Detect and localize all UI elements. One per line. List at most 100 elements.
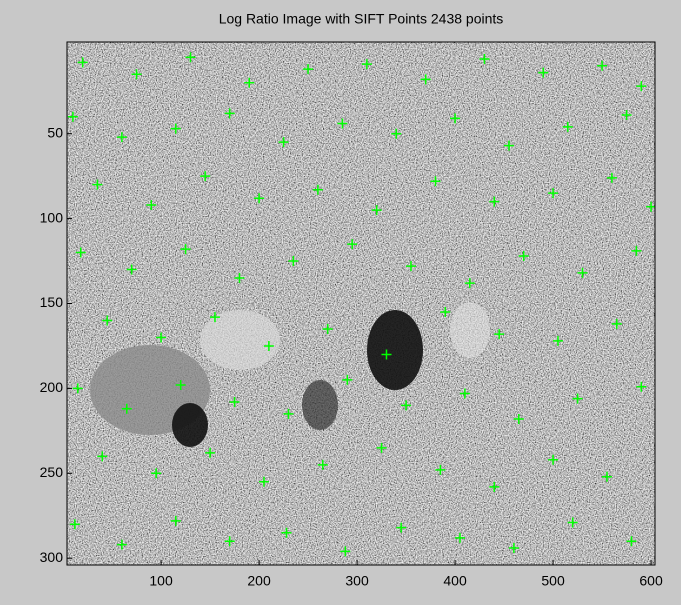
sift-point bbox=[69, 519, 80, 530]
sift-point bbox=[572, 393, 583, 404]
sift-point bbox=[405, 261, 416, 272]
sift-point bbox=[548, 188, 559, 199]
sift-point bbox=[317, 459, 328, 470]
sift-point bbox=[116, 539, 127, 550]
sift-point bbox=[401, 400, 412, 411]
sift-point bbox=[371, 205, 382, 216]
sift-point bbox=[205, 447, 216, 458]
sift-point bbox=[288, 256, 299, 267]
sift-point bbox=[494, 329, 505, 340]
sift-point bbox=[631, 245, 642, 256]
x-tick-label: 600 bbox=[639, 573, 663, 589]
sift-point bbox=[636, 81, 647, 92]
sift-point bbox=[459, 388, 470, 399]
x-tick-label: 100 bbox=[149, 573, 173, 589]
sift-point bbox=[381, 349, 392, 360]
sift-point bbox=[303, 64, 314, 75]
sift-point bbox=[229, 396, 240, 407]
x-tick-label: 500 bbox=[541, 573, 565, 589]
sift-point bbox=[454, 532, 465, 543]
sift-point bbox=[170, 123, 181, 134]
sift-point bbox=[646, 201, 655, 212]
x-tick-label: 200 bbox=[247, 573, 271, 589]
sift-point bbox=[234, 273, 245, 284]
y-tick-label: 150 bbox=[40, 294, 64, 310]
sift-point bbox=[391, 128, 402, 139]
y-tick-label: 200 bbox=[40, 379, 64, 395]
sift-point bbox=[200, 171, 211, 182]
sift-point bbox=[626, 536, 637, 547]
sift-point bbox=[322, 323, 333, 334]
sift-point bbox=[376, 442, 387, 453]
sift-point bbox=[131, 69, 142, 80]
sift-point bbox=[337, 118, 348, 129]
sift-point bbox=[538, 67, 549, 78]
y-tick-label: 100 bbox=[40, 209, 64, 225]
sift-points bbox=[67, 52, 655, 557]
sift-point bbox=[548, 454, 559, 465]
sift-point bbox=[450, 113, 461, 124]
sift-point bbox=[126, 264, 137, 275]
sift-point bbox=[347, 239, 358, 250]
sift-point bbox=[342, 374, 353, 385]
y-tick-label: 300 bbox=[40, 549, 64, 565]
sift-point bbox=[224, 108, 235, 119]
sift-point bbox=[508, 543, 519, 554]
sift-point bbox=[97, 451, 108, 462]
sift-point bbox=[611, 318, 622, 329]
sift-point bbox=[92, 179, 103, 190]
sift-point bbox=[283, 408, 294, 419]
sift-point bbox=[175, 380, 186, 391]
sift-point bbox=[151, 468, 162, 479]
sift-point bbox=[185, 52, 196, 63]
sift-point bbox=[440, 306, 451, 317]
sift-point bbox=[254, 193, 265, 204]
sift-point bbox=[340, 546, 351, 557]
sift-point bbox=[464, 278, 475, 289]
sift-point bbox=[489, 196, 500, 207]
sift-point bbox=[278, 137, 289, 148]
sift-point bbox=[479, 53, 490, 64]
sift-point bbox=[263, 340, 274, 351]
sift-point bbox=[562, 121, 573, 132]
y-tick-label: 250 bbox=[40, 464, 64, 480]
sift-point bbox=[621, 110, 632, 121]
sift-point bbox=[420, 74, 431, 85]
sift-point bbox=[552, 335, 563, 346]
sift-point bbox=[244, 77, 255, 88]
sift-point bbox=[606, 172, 617, 183]
sift-point bbox=[102, 315, 113, 326]
sift-point bbox=[435, 464, 446, 475]
x-tick-label: 400 bbox=[443, 573, 467, 589]
sift-point bbox=[430, 176, 441, 187]
chart-title: Log Ratio Image with SIFT Points 2438 po… bbox=[219, 11, 504, 27]
image bbox=[67, 42, 655, 565]
sift-point bbox=[577, 267, 588, 278]
sift-point bbox=[224, 536, 235, 547]
sift-point bbox=[281, 527, 292, 538]
sift-point bbox=[597, 60, 608, 71]
y-tick-label: 50 bbox=[47, 124, 63, 140]
sift-point bbox=[156, 332, 167, 343]
sift-point bbox=[209, 312, 220, 323]
sift-point bbox=[170, 515, 181, 526]
sift-point bbox=[72, 383, 83, 394]
sift-point bbox=[601, 471, 612, 482]
sift-point bbox=[312, 184, 323, 195]
sift-point bbox=[77, 57, 88, 68]
sift-point bbox=[489, 481, 500, 492]
sift-point bbox=[116, 132, 127, 143]
sift-point bbox=[67, 111, 78, 122]
sift-point bbox=[518, 250, 529, 261]
sift-point bbox=[513, 413, 524, 424]
sift-point bbox=[258, 476, 269, 487]
sift-point bbox=[121, 403, 132, 414]
sift-point bbox=[396, 522, 407, 533]
sift-point bbox=[567, 517, 578, 528]
sift-point bbox=[180, 244, 191, 255]
x-tick-label: 300 bbox=[345, 573, 369, 589]
sift-point bbox=[146, 200, 157, 211]
sift-point bbox=[361, 59, 372, 70]
